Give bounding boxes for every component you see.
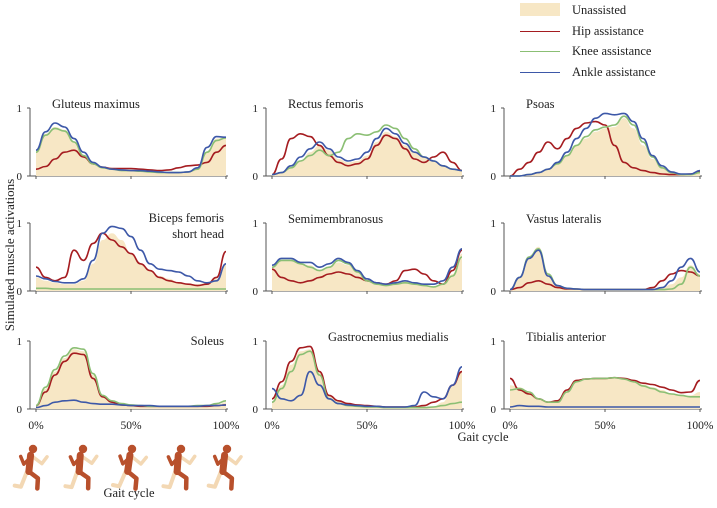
runner-figure-3 bbox=[110, 444, 149, 491]
line-hip-assistance-biceps-femoris-short-head bbox=[35, 232, 227, 287]
panel-title-rectus-femoris: Rectus femoris bbox=[288, 97, 363, 111]
y-tick-label-soleus-1: 1 bbox=[17, 336, 23, 348]
runner-figure-2 bbox=[63, 444, 99, 491]
y-axis-label: Simulated muscle activations bbox=[2, 179, 17, 331]
area-unassisted-gastrocnemius-medialis bbox=[272, 349, 462, 409]
y-tick-label-semimembranosus-1: 1 bbox=[253, 218, 259, 230]
line-ankle-assistance-psoas bbox=[509, 112, 701, 177]
area-unassisted-psoas bbox=[510, 118, 700, 176]
line-knee-assistance-semimembranosus bbox=[271, 256, 463, 288]
legend-label-hip: Hip assistance bbox=[572, 23, 644, 38]
line-ankle-assistance-soleus bbox=[35, 399, 227, 409]
line-knee-assistance-biceps-femoris-short-head bbox=[35, 287, 226, 290]
line-ankle-assistance-vastus-lateralis bbox=[509, 249, 701, 291]
y-tick-label-gluteus-maximus-1: 1 bbox=[17, 103, 23, 115]
x-axis-label: Gait cycle bbox=[457, 430, 508, 444]
legend-swatch-unassisted bbox=[520, 3, 560, 16]
x-tick-label-soleus-0: 0% bbox=[28, 420, 44, 432]
y-tick-label-biceps-femoris-short-head-0: 0 bbox=[17, 286, 23, 298]
area-unassisted-biceps-femoris-short-head bbox=[36, 233, 226, 291]
x-tick-label-soleus-1: 50% bbox=[120, 420, 142, 432]
area-unassisted-semimembranosus bbox=[272, 253, 462, 291]
y-tick-label-rectus-femoris-0: 0 bbox=[253, 171, 259, 183]
line-hip-assistance-rectus-femoris bbox=[271, 133, 463, 176]
line-hip-assistance-gluteus-maximus bbox=[35, 144, 227, 172]
x-tick-label-gastrocnemius-medialis-1: 50% bbox=[356, 420, 378, 432]
x-tick-label-tibialis-anterior-2: 100% bbox=[687, 420, 714, 432]
line-ankle-assistance-semimembranosus bbox=[271, 248, 463, 286]
runner-caption: Gait cycle bbox=[103, 486, 154, 500]
panel-title-gluteus-maximus: Gluteus maximus bbox=[52, 97, 140, 111]
y-tick-label-rectus-femoris-1: 1 bbox=[253, 103, 259, 115]
legend-swatch-knee bbox=[520, 51, 560, 53]
y-tick-label-gastrocnemius-medialis-1: 1 bbox=[253, 336, 259, 348]
x-tick-label-gastrocnemius-medialis-2: 100% bbox=[449, 420, 476, 432]
x-tick-label-tibialis-anterior-0: 0% bbox=[502, 420, 518, 432]
line-hip-assistance-psoas bbox=[509, 120, 701, 177]
panel-title-biceps-femoris-short-head: Biceps femoris bbox=[149, 211, 224, 225]
area-unassisted-gluteus-maximus bbox=[36, 127, 226, 176]
panel-title-semimembranosus: Semimembranosus bbox=[288, 212, 383, 226]
line-ankle-assistance-gastrocnemius-medialis bbox=[271, 366, 463, 408]
area-unassisted-tibialis-anterior bbox=[510, 377, 700, 409]
y-tick-label-gastrocnemius-medialis-0: 0 bbox=[253, 404, 259, 416]
legend: Unassisted Hip assistance Knee assistanc… bbox=[520, 0, 710, 82]
x-tick-label-gastrocnemius-medialis-0: 0% bbox=[264, 420, 280, 432]
area-unassisted-rectus-femoris bbox=[272, 131, 462, 176]
legend-item-unassisted: Unassisted bbox=[520, 0, 710, 21]
runner-figure-1 bbox=[12, 444, 49, 491]
legend-swatch-hip bbox=[520, 30, 560, 32]
x-tick-label-tibialis-anterior-1: 50% bbox=[594, 420, 616, 432]
x-tick-label-soleus-2: 100% bbox=[213, 420, 240, 432]
y-tick-label-tibialis-anterior-0: 0 bbox=[491, 404, 497, 416]
area-unassisted-vastus-lateralis bbox=[510, 246, 700, 291]
line-ankle-assistance-rectus-femoris bbox=[271, 127, 463, 176]
line-ankle-assistance-tibialis-anterior bbox=[509, 404, 700, 408]
legend-item-ankle: Ankle assistance bbox=[520, 62, 710, 83]
legend-item-knee: Knee assistance bbox=[520, 41, 710, 62]
panel-title-soleus: Soleus bbox=[191, 334, 224, 348]
area-unassisted-soleus bbox=[36, 349, 226, 409]
legend-swatch-ankle bbox=[520, 71, 560, 73]
y-tick-label-psoas-1: 1 bbox=[491, 103, 497, 115]
panel-title-psoas: Psoas bbox=[526, 97, 555, 111]
y-tick-label-semimembranosus-0: 0 bbox=[253, 286, 259, 298]
y-tick-label-soleus-0: 0 bbox=[17, 404, 23, 416]
panel-title-gastrocnemius-medialis: Gastrocnemius medialis bbox=[328, 330, 449, 344]
legend-label-knee: Knee assistance bbox=[572, 44, 652, 59]
y-tick-label-vastus-lateralis-0: 0 bbox=[491, 286, 497, 298]
legend-label-unassisted: Unassisted bbox=[572, 3, 627, 17]
panel-title-biceps-femoris-short-head-line2: short head bbox=[172, 227, 224, 241]
runner-figure-4 bbox=[161, 444, 197, 491]
y-tick-label-gluteus-maximus-0: 0 bbox=[17, 171, 23, 183]
y-tick-label-vastus-lateralis-1: 1 bbox=[491, 218, 497, 230]
legend-label-ankle: Ankle assistance bbox=[572, 64, 656, 79]
panel-title-tibialis-anterior: Tibialis anterior bbox=[526, 330, 607, 344]
runner-figure-5 bbox=[206, 444, 243, 491]
y-tick-label-tibialis-anterior-1: 1 bbox=[491, 336, 497, 348]
panel-title-vastus-lateralis: Vastus lateralis bbox=[526, 212, 601, 226]
line-ankle-assistance-biceps-femoris-short-head bbox=[35, 225, 227, 284]
y-tick-label-psoas-0: 0 bbox=[491, 171, 497, 183]
y-tick-label-biceps-femoris-short-head-1: 1 bbox=[17, 218, 23, 230]
legend-item-hip: Hip assistance bbox=[520, 21, 710, 42]
line-knee-assistance-tibialis-anterior bbox=[509, 376, 700, 404]
line-ankle-assistance-gluteus-maximus bbox=[35, 122, 227, 174]
